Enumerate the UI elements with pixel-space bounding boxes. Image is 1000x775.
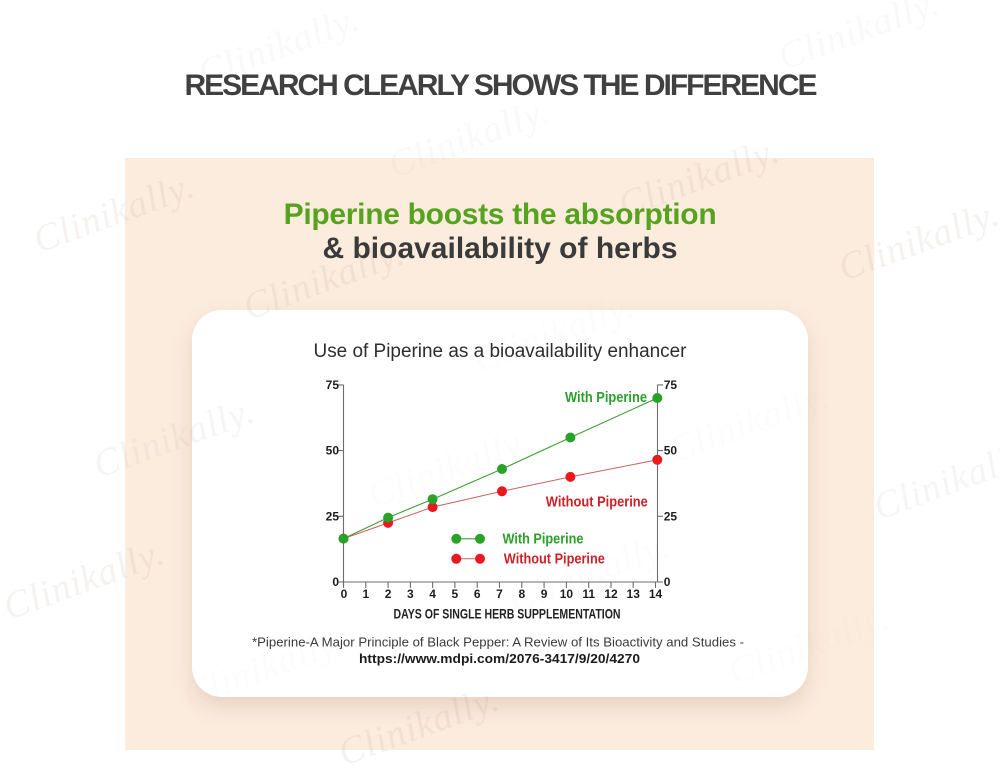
svg-text:Use of Piperine as a bioavaila: Use of Piperine as a bioavailability enh… [314,341,688,362]
svg-text:Without Piperine: Without Piperine [504,550,605,567]
svg-text:75: 75 [326,378,340,392]
svg-text:6: 6 [474,587,481,601]
svg-text:Without Piperine: Without Piperine [546,494,648,511]
svg-text:0: 0 [332,575,339,589]
svg-text:With Piperine: With Piperine [565,389,647,406]
svg-text:13: 13 [627,587,641,601]
svg-text:8: 8 [518,587,525,601]
svg-text:*Piperine-A Major Principle of: *Piperine-A Major Principle of Black Pep… [252,635,744,649]
svg-text:50: 50 [664,444,678,458]
svg-text:50: 50 [326,444,340,458]
svg-text:0: 0 [664,575,671,589]
svg-text:7: 7 [496,587,503,601]
svg-text:25: 25 [664,509,678,523]
svg-text:DAYS OF SINGLE HERB SUPPLEMENT: DAYS OF SINGLE HERB SUPPLEMENTATION [394,607,621,622]
svg-text:1: 1 [362,587,369,601]
svg-text:4: 4 [429,587,436,601]
svg-text:75: 75 [664,378,678,392]
svg-text:25: 25 [326,509,340,523]
svg-text:5: 5 [452,587,459,601]
svg-text:3: 3 [407,587,414,601]
svg-text:9: 9 [541,587,548,601]
svg-text:With Piperine: With Piperine [503,530,584,547]
svg-text:14: 14 [649,587,663,601]
svg-text:10: 10 [560,587,574,601]
svg-text:12: 12 [604,587,618,601]
svg-text:https://www.mdpi.com/2076-3417: https://www.mdpi.com/2076-3417/9/20/4270 [359,651,640,666]
svg-text:11: 11 [582,587,595,601]
svg-text:0: 0 [341,587,348,601]
svg-text:2: 2 [385,587,392,601]
